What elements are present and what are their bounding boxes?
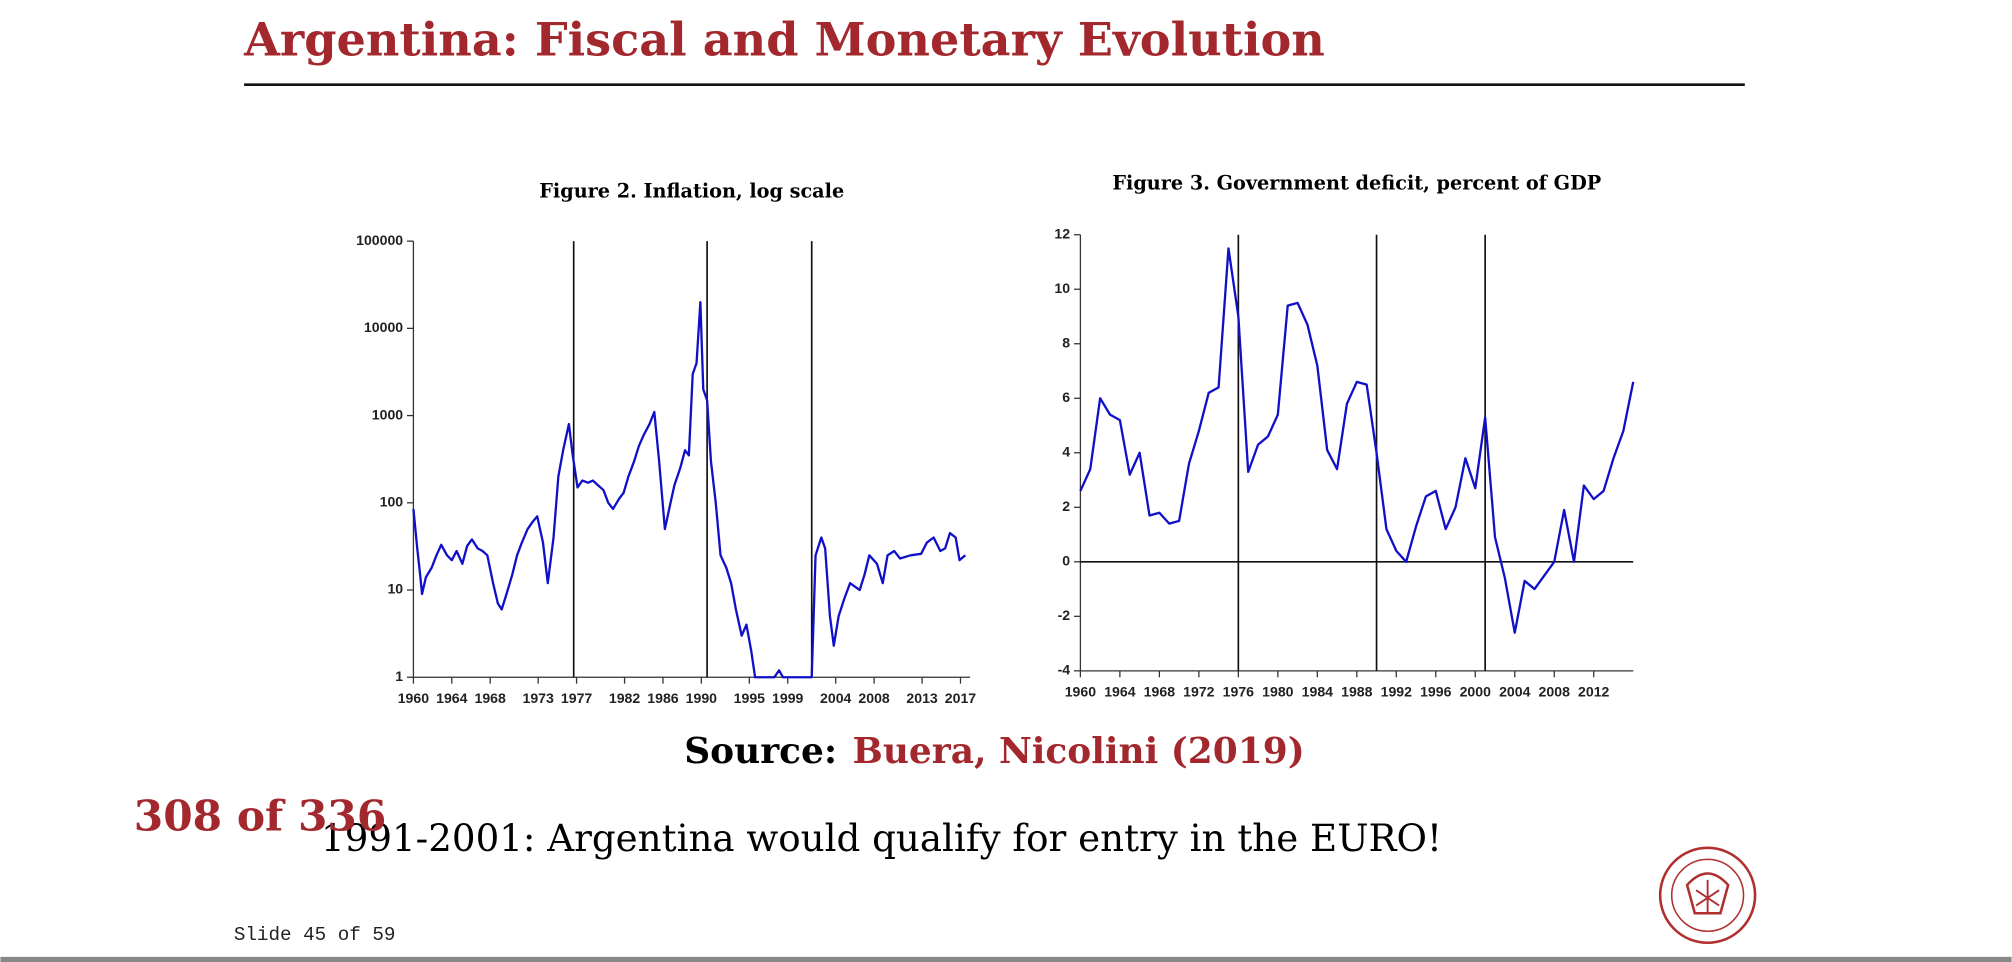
- x-tick-label: 1984: [1302, 683, 1334, 699]
- x-tick-label: 1992: [1381, 683, 1413, 699]
- x-tick-label: 2013: [906, 690, 938, 706]
- slide-footer: Slide 45 of 59: [234, 924, 396, 946]
- x-tick-label: 1986: [647, 690, 679, 706]
- x-tick-label: 2004: [820, 690, 852, 706]
- data-line: [412, 300, 967, 679]
- x-tick-label: 1977: [561, 690, 593, 706]
- bullet-text: 1991-2001: Argentina would qualify for e…: [321, 816, 1442, 860]
- data-line: [1079, 247, 1635, 634]
- y-tick-label: -2: [1058, 607, 1071, 623]
- y-tick-label: 10: [1054, 280, 1070, 296]
- x-tick-label: 1973: [523, 690, 555, 706]
- chart: Figure 2. Inflation, log scale 1 10 100 1000…: [356, 179, 976, 705]
- x-tick-label: 1960: [1065, 683, 1097, 699]
- y-tick-label: 10: [387, 581, 403, 597]
- y-tick-label: 2: [1062, 498, 1070, 514]
- x-tick-label: 2008: [1539, 683, 1571, 699]
- x-tick-label: 1972: [1183, 683, 1215, 699]
- x-tick-label: 2008: [858, 690, 890, 706]
- bottom-bar: [0, 956, 2012, 962]
- chart-title: Figure 3. Government deficit, percent of…: [1112, 172, 1601, 195]
- x-tick-label: 1995: [734, 690, 766, 706]
- x-tick-label: 1996: [1420, 683, 1452, 699]
- slide-title: Argentina: Fiscal and Monetary Evolution: [243, 13, 1325, 67]
- y-tick-label: 10000: [364, 319, 403, 335]
- source-text: Buera, Nicolini (2019): [852, 729, 1304, 771]
- x-tick-label: 1968: [475, 690, 507, 706]
- chart-title: Figure 2. Inflation, log scale: [539, 179, 844, 202]
- x-tick-label: 1999: [772, 690, 804, 706]
- x-tick-label: 1964: [436, 690, 468, 706]
- x-tick-label: 1990: [686, 690, 718, 706]
- x-tick-label: 1968: [1144, 683, 1176, 699]
- source-line: Source: Buera, Nicolini (2019): [684, 729, 1304, 771]
- x-tick-label: 2017: [945, 690, 977, 706]
- y-tick-label: 1000: [372, 406, 404, 422]
- x-tick-label: 1988: [1341, 683, 1373, 699]
- x-tick-label: 1960: [398, 690, 430, 706]
- y-tick-label: 4: [1062, 444, 1070, 460]
- x-tick-label: 2000: [1460, 683, 1492, 699]
- x-tick-label: 1964: [1104, 683, 1136, 699]
- y-tick-label: 8: [1062, 334, 1070, 350]
- y-tick-label: 0: [1062, 553, 1070, 569]
- university-seal: [1658, 846, 1757, 945]
- x-tick-label: 1982: [609, 690, 641, 706]
- chart: Figure 3. Government deficit, percent of…: [1054, 172, 1635, 699]
- y-tick-label: 6: [1062, 389, 1070, 405]
- slide-counter: 308 of 336: [134, 791, 387, 841]
- source-label: Source:: [684, 729, 837, 771]
- x-tick-label: 2012: [1578, 683, 1610, 699]
- y-tick-label: 12: [1054, 225, 1070, 241]
- x-tick-label: 1976: [1223, 683, 1255, 699]
- y-tick-label: 1: [395, 668, 403, 684]
- x-tick-label: 1980: [1262, 683, 1294, 699]
- y-tick-label: 100000: [356, 232, 403, 248]
- y-tick-label: -4: [1058, 662, 1071, 678]
- x-tick-label: 2004: [1499, 683, 1531, 699]
- y-tick-label: 100: [380, 494, 404, 510]
